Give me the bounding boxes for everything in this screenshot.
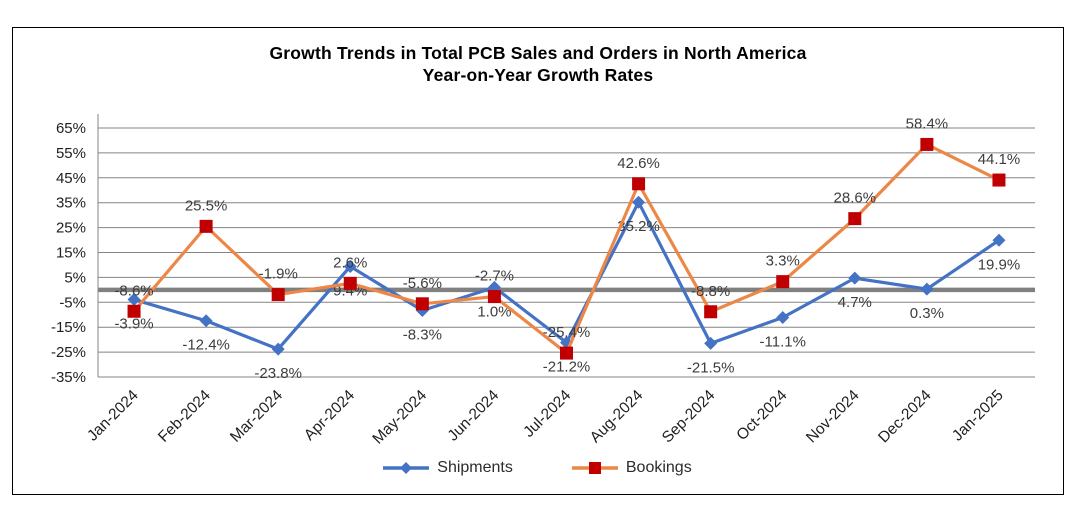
y-axis-tick-label: 25% — [56, 220, 86, 237]
bookings-marker — [920, 137, 934, 151]
legend-item-bookings: Bookings — [571, 459, 692, 477]
x-axis-tick-label: Sep-2024 — [659, 387, 719, 447]
x-axis-tick-label: Dec-2024 — [875, 387, 935, 447]
chart-frame: Growth Trends in Total PCB Sales and Ord… — [12, 27, 1064, 495]
shipments-marker — [920, 282, 934, 296]
x-axis-tick-label: Jan-2024 — [84, 387, 142, 445]
shipments-marker — [127, 293, 141, 307]
bookings-legend-marker-icon — [571, 460, 619, 476]
bookings-data-label: 3.3% — [766, 253, 800, 270]
x-axis-tick-label: Nov-2024 — [803, 387, 863, 447]
shipments-marker — [271, 342, 285, 356]
x-axis-tick-label: Feb-2024 — [155, 387, 214, 446]
y-axis-tick-label: 65% — [56, 120, 86, 137]
shipments-marker — [343, 259, 357, 273]
y-axis-tick-label: -5% — [59, 294, 86, 311]
bookings-data-label: -25.4% — [543, 324, 591, 341]
bookings-marker — [776, 275, 790, 289]
shipments-data-label: 19.9% — [978, 256, 1021, 273]
chart-subtitle: Year-on-Year Growth Rates — [422, 65, 654, 85]
shipments-data-label: -8.3% — [403, 327, 442, 344]
y-axis-tick-label: 5% — [64, 269, 86, 286]
shipments-data-label: -12.4% — [182, 337, 230, 354]
bookings-marker — [992, 173, 1006, 187]
bookings-data-label: 44.1% — [978, 151, 1021, 168]
x-axis-tick-label: Aug-2024 — [587, 387, 647, 447]
bookings-data-label: -8.8% — [691, 283, 730, 300]
y-axis-tick-label: 55% — [56, 145, 86, 162]
bookings-marker — [343, 276, 357, 290]
bookings-data-label: 25.5% — [185, 197, 228, 214]
bookings-data-label: 58.4% — [906, 115, 949, 132]
chart-title: Growth Trends in Total PCB Sales and Ord… — [269, 43, 807, 63]
shipments-data-label: -3.9% — [114, 316, 153, 333]
y-axis-tick-label: 35% — [56, 195, 86, 212]
y-axis-tick-label: -35% — [51, 369, 86, 386]
x-axis-tick-label: Jun-2024 — [445, 387, 503, 445]
shipments-data-label: -21.5% — [687, 359, 735, 376]
bookings-marker — [487, 290, 501, 304]
x-axis-tick-label: Apr-2024 — [301, 387, 358, 444]
y-axis-tick-label: -25% — [51, 344, 86, 361]
shipments-marker — [704, 336, 718, 350]
bookings-data-label: -5.6% — [403, 275, 442, 292]
bookings-marker — [848, 212, 862, 226]
shipments-marker — [632, 195, 646, 209]
shipments-marker — [776, 310, 790, 324]
bookings-data-label: -8.6% — [114, 282, 153, 299]
x-axis-tick-label: Jan-2025 — [949, 387, 1007, 445]
bookings-data-label: 42.6% — [617, 155, 660, 172]
x-axis-tick-label: Oct-2024 — [733, 387, 790, 444]
y-axis-tick-label: 15% — [56, 245, 86, 262]
bookings-marker — [127, 304, 141, 318]
shipments-data-label: 1.0% — [477, 303, 511, 320]
bookings-marker — [415, 297, 429, 311]
bookings-marker — [271, 288, 285, 302]
legend-item-shipments: Shipments — [382, 459, 513, 477]
shipments-data-label: 4.7% — [838, 294, 872, 311]
bookings-data-label: -2.7% — [475, 268, 514, 285]
y-axis-tick-label: -15% — [51, 319, 86, 336]
legend-label-bookings: Bookings — [625, 459, 692, 476]
bookings-marker — [560, 346, 573, 360]
chart-title-block: Growth Trends in Total PCB Sales and Ord… — [13, 42, 1063, 86]
bookings-data-label: -1.9% — [259, 266, 298, 283]
y-axis-tick-label: 45% — [56, 170, 86, 187]
bookings-marker — [632, 177, 646, 191]
shipments-marker — [848, 271, 862, 285]
bookings-marker — [704, 305, 718, 319]
legend-label-shipments: Shipments — [437, 459, 513, 476]
bookings-marker — [199, 219, 213, 233]
x-axis-tick-label: Mar-2024 — [227, 387, 286, 446]
shipments-data-label: -21.2% — [543, 359, 591, 376]
bookings-series-line — [132, 142, 1000, 355]
shipments-marker — [992, 233, 1006, 247]
shipments-data-label: 35.2% — [617, 218, 660, 235]
bookings-data-label: 2.6% — [333, 254, 367, 271]
x-axis-tick-label: Jul-2024 — [520, 387, 574, 441]
shipments-data-label: -23.8% — [254, 365, 302, 382]
shipments-data-label: -11.1% — [760, 333, 806, 350]
bookings-data-label: 28.6% — [834, 190, 877, 207]
shipments-legend-marker-icon — [382, 460, 430, 476]
x-axis-tick-label: May-2024 — [369, 387, 430, 448]
shipments-marker — [199, 314, 213, 328]
shipments-data-label: 0.3% — [910, 305, 944, 322]
legend: Shipments Bookings — [0, 459, 1074, 477]
